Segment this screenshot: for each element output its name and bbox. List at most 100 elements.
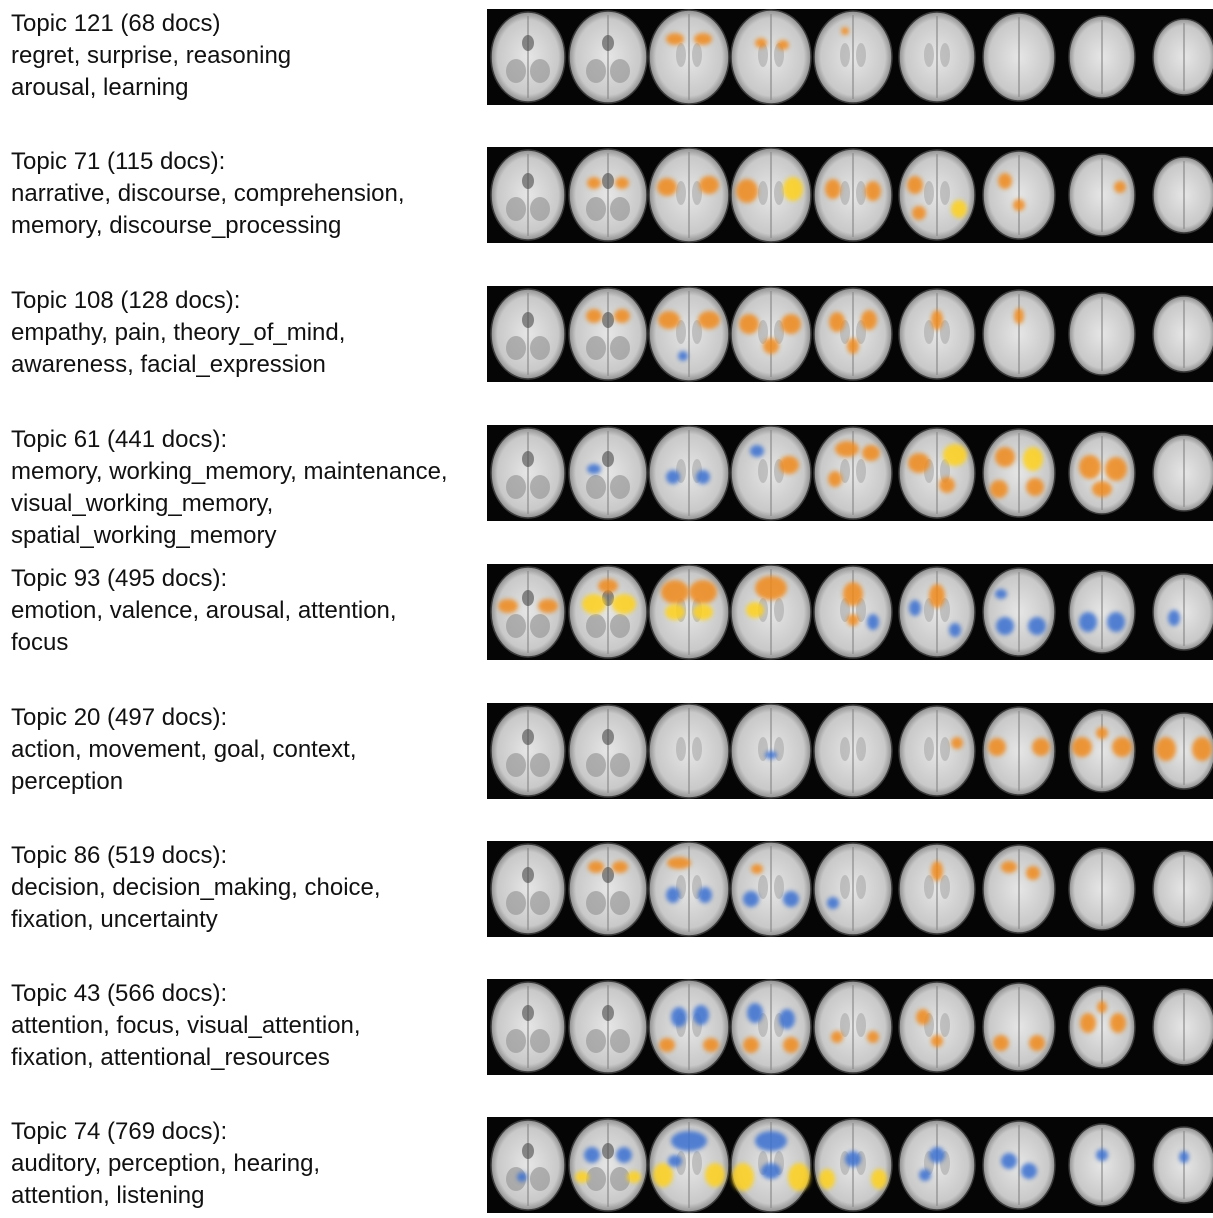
topic-label: Topic 121 (68 docs) regret, surprise, rea… — [11, 8, 481, 104]
activation-blob — [1110, 1013, 1126, 1033]
activation-blob — [761, 1163, 781, 1179]
brain-slice-strip — [487, 564, 1213, 660]
topic-terms-line: narrative, discourse, comprehension, — [11, 180, 405, 207]
brain-slice — [898, 981, 976, 1073]
brain-slice — [568, 980, 648, 1074]
activation-blob — [841, 27, 849, 35]
brain-slice-strip — [487, 9, 1213, 105]
topic-terms-line: auditory, perception, hearing, — [11, 1150, 321, 1177]
brain-slice — [1152, 712, 1213, 790]
activation-blob — [843, 582, 863, 606]
activation-blob — [698, 887, 712, 903]
brain-slice — [982, 428, 1056, 518]
brain-slice — [648, 286, 730, 382]
brain-slice — [648, 1117, 730, 1213]
activation-blob — [678, 351, 688, 361]
activation-blob — [867, 614, 879, 630]
activation-blob — [1013, 199, 1025, 211]
brain-slice — [1152, 18, 1213, 96]
activation-blob — [1112, 737, 1132, 757]
topic-title: Topic 20 (497 docs): — [11, 704, 228, 731]
brain-slice — [730, 9, 812, 105]
activation-blob — [627, 1171, 641, 1183]
brain-slice — [490, 288, 566, 380]
brain-slice — [490, 843, 566, 935]
brain-slice-strip — [487, 979, 1213, 1075]
activation-blob — [949, 623, 961, 637]
activation-blob — [743, 1037, 759, 1053]
activation-blob — [1156, 737, 1176, 761]
brain-slice — [898, 1119, 976, 1211]
brain-slice — [982, 12, 1056, 102]
activation-blob — [671, 1131, 707, 1151]
topic-title: Topic 43 (566 docs): — [11, 980, 228, 1007]
activation-blob — [1021, 1163, 1037, 1179]
activation-blob — [598, 579, 618, 593]
activation-blob — [783, 891, 799, 907]
activation-blob — [584, 1147, 600, 1163]
activation-blob — [998, 173, 1012, 189]
brain-slice — [568, 148, 648, 242]
activation-blob — [1096, 727, 1108, 739]
activation-blob — [1032, 738, 1050, 756]
topic-terms-line: awareness, facial_expression — [11, 351, 326, 378]
activation-blob — [1028, 617, 1046, 635]
brain-slice — [568, 842, 648, 936]
brain-slice — [568, 565, 648, 659]
activation-blob — [1029, 1035, 1045, 1051]
activation-blob — [739, 314, 759, 334]
activation-blob — [743, 891, 759, 907]
brain-slice — [1152, 156, 1213, 234]
activation-blob — [665, 604, 685, 620]
topic-terms-line: decision, decision_making, choice, — [11, 874, 381, 901]
activation-blob — [612, 861, 628, 873]
activation-blob — [1097, 1001, 1107, 1013]
activation-blob — [912, 206, 926, 220]
activation-blob — [847, 338, 859, 354]
brain-slice — [568, 426, 648, 520]
activation-blob — [698, 311, 720, 329]
topic-terms-line: spatial_working_memory — [11, 522, 277, 549]
brain-slices — [490, 979, 1213, 1075]
activation-blob — [779, 456, 799, 474]
activation-blob — [586, 309, 602, 323]
activation-blob — [871, 1169, 887, 1189]
activation-blob — [1079, 455, 1101, 479]
activation-blob — [689, 580, 717, 604]
activation-blob — [582, 594, 606, 614]
topic-terms-line: emotion, valence, arousal, attention, — [11, 597, 397, 624]
topic-label: Topic 108 (128 docs): empathy, pain, theo… — [11, 285, 481, 381]
brain-slice — [568, 1118, 648, 1212]
activation-blob — [939, 477, 955, 493]
topic-title: Topic 108 (128 docs): — [11, 287, 241, 314]
activation-blob — [779, 1009, 795, 1029]
brain-slice — [898, 705, 976, 797]
brain-slice-strip — [487, 703, 1213, 799]
activation-blob — [694, 33, 712, 45]
topic-terms-line: empathy, pain, theory_of_mind, — [11, 319, 346, 346]
topic-title: Topic 86 (519 docs): — [11, 842, 228, 869]
brain-slices — [490, 703, 1213, 799]
topic-terms-line: visual_working_memory, — [11, 490, 274, 517]
activation-blob — [788, 1163, 810, 1191]
brain-slice — [898, 843, 976, 935]
activation-blob — [995, 589, 1007, 599]
topic-title: Topic 61 (441 docs): — [11, 426, 228, 453]
brain-slice — [982, 289, 1056, 379]
brain-slice — [648, 703, 730, 799]
activation-blob — [919, 1169, 931, 1181]
brain-slice — [1152, 434, 1213, 512]
activation-blob — [614, 309, 630, 323]
activation-blob — [861, 310, 877, 330]
brain-slice — [982, 150, 1056, 240]
activation-blob — [612, 594, 636, 614]
activation-blob — [781, 314, 801, 334]
activation-blob — [755, 1131, 787, 1151]
activation-blob — [1168, 610, 1180, 626]
brain-slice — [730, 841, 812, 937]
activation-blob — [1001, 1153, 1017, 1169]
brain-slice — [1152, 988, 1213, 1066]
brain-slice — [1068, 709, 1136, 793]
topic-terms-line: attention, focus, visual_attention, — [11, 1012, 361, 1039]
activation-blob — [825, 179, 841, 199]
